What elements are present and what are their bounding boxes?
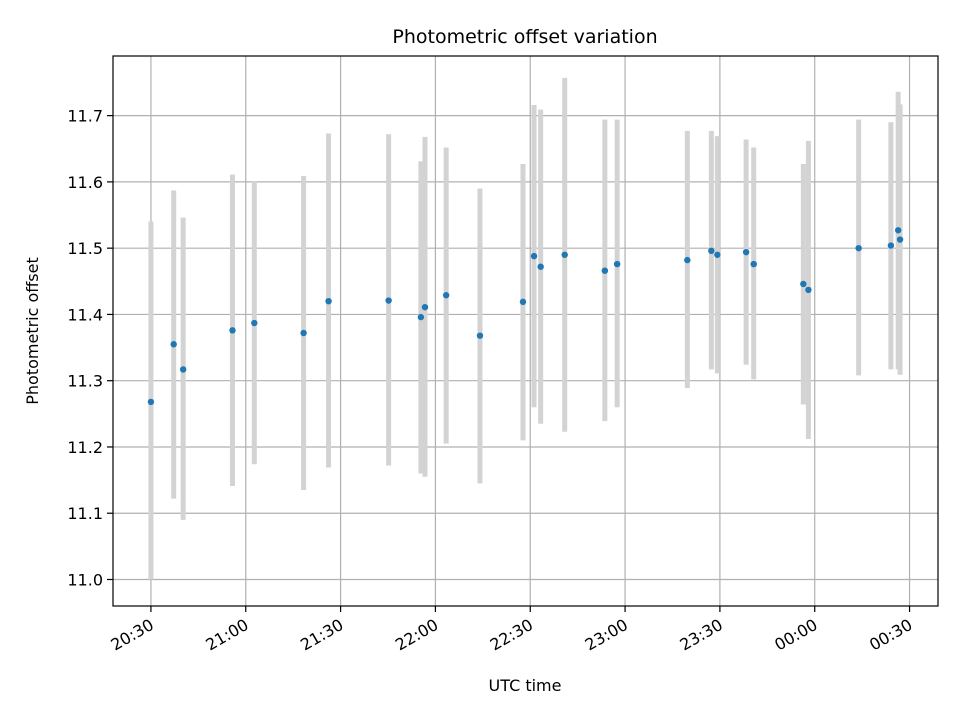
y-tick-label: 11.0	[67, 570, 103, 589]
data-point	[714, 251, 721, 258]
data-point	[417, 313, 425, 321]
data-point	[887, 242, 895, 249]
x-tick-label: 22:30	[487, 615, 536, 655]
data-point	[421, 303, 429, 311]
data-point	[476, 332, 484, 339]
data-point	[805, 286, 812, 294]
x-tick-label: 23:00	[582, 615, 631, 655]
data-point	[613, 260, 621, 268]
chart-title: Photometric offset variation	[392, 26, 657, 48]
data-point	[896, 236, 904, 243]
data-point	[708, 247, 715, 255]
data-point	[561, 251, 568, 258]
data-points	[147, 227, 904, 406]
data-point	[325, 297, 332, 305]
x-tick-label: 23:30	[676, 615, 725, 655]
data-point	[229, 327, 236, 334]
x-tick-label: 00:00	[771, 615, 820, 655]
y-axis-label: Photometric offset	[23, 257, 42, 405]
plot-area-frame	[112, 55, 939, 607]
x-axis-label: UTC time	[489, 676, 562, 695]
y-tick-label: 11.6	[67, 173, 103, 192]
data-point	[385, 297, 392, 304]
data-point	[537, 263, 544, 270]
data-point	[601, 267, 609, 274]
y-axis-ticks: 11.0 11.1 11.2 11.3 11.4 11.5 11.6 11.7	[67, 107, 113, 589]
data-point	[855, 244, 862, 252]
y-tick-label: 11.2	[67, 438, 103, 457]
data-point	[750, 260, 757, 268]
x-tick-label: 21:30	[297, 615, 346, 655]
y-tick-label: 11.4	[67, 305, 103, 324]
data-point	[251, 319, 258, 327]
y-tick-label: 11.5	[67, 239, 103, 258]
data-point	[179, 366, 187, 373]
y-tick-label: 11.7	[67, 107, 103, 126]
y-tick-label: 11.3	[67, 372, 103, 391]
data-point	[800, 280, 807, 288]
data-point	[742, 248, 750, 256]
grid	[113, 56, 938, 606]
x-tick-label: 00:30	[866, 615, 915, 655]
x-tick-label: 20:30	[107, 615, 156, 655]
data-point	[170, 341, 177, 348]
y-tick-label: 11.1	[67, 504, 103, 523]
data-point	[147, 398, 155, 406]
data-point	[519, 298, 527, 306]
x-tick-label: 22:00	[392, 615, 441, 655]
data-point	[442, 292, 450, 299]
data-point	[300, 329, 307, 337]
data-point	[684, 256, 691, 264]
error-bars	[148, 77, 903, 580]
x-tick-label: 21:00	[202, 615, 251, 655]
x-axis-ticks: 20:30 21:00 21:30 22:00 22:30 23:00 23:30 00:00…	[107, 606, 916, 655]
data-point	[894, 227, 902, 234]
data-point	[530, 252, 538, 260]
